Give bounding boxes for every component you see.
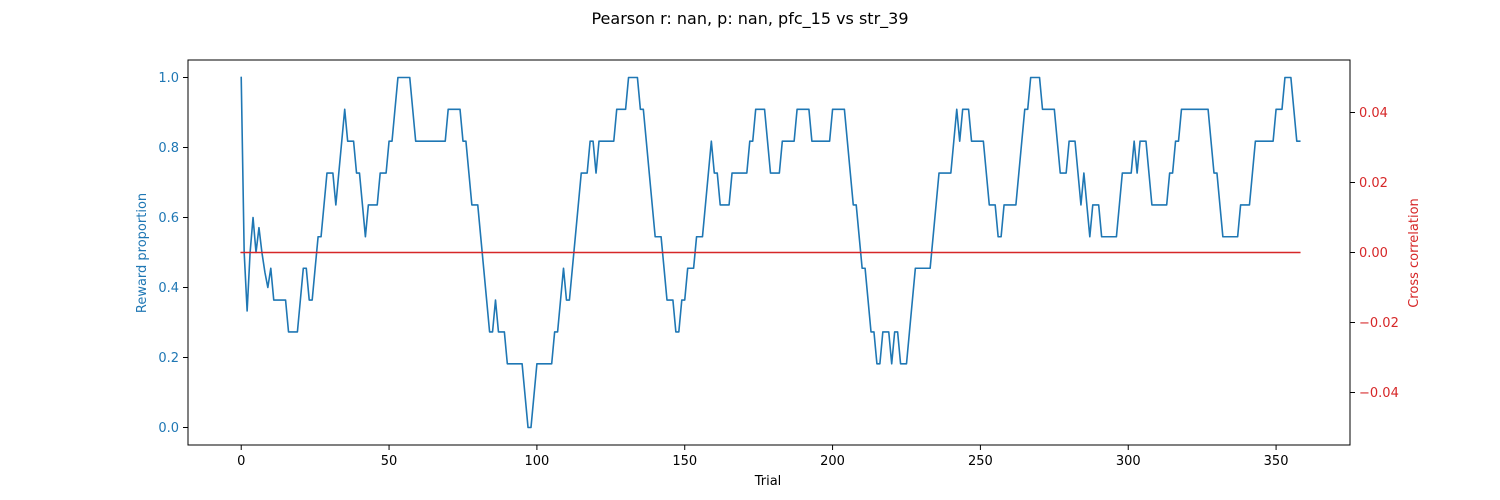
reward-proportion-line [240, 76, 1301, 429]
x-tick-label: 150 [672, 454, 697, 469]
x-tick-label: 100 [524, 454, 549, 469]
left-y-tick-label: 0.6 [158, 211, 179, 226]
chart-title: Pearson r: nan, p: nan, pfc_15 vs str_39 [591, 9, 908, 29]
right-y-tick-label: 0.02 [1359, 176, 1388, 191]
x-tick-label: 200 [820, 454, 845, 469]
left-y-axis-title: Reward proportion [135, 193, 150, 313]
x-tick-label: 300 [1116, 454, 1141, 469]
left-y-tick-label: 0.8 [158, 141, 179, 156]
x-tick-label: 0 [237, 454, 245, 469]
right-y-axis-ticks: −0.04 −0.02 0.00 0.02 0.04 [1350, 106, 1399, 401]
series-layer [240, 76, 1301, 429]
right-y-tick-label: 0.04 [1359, 106, 1388, 121]
right-y-tick-label: 0.00 [1359, 246, 1388, 261]
left-y-tick-label: 0.2 [158, 351, 179, 366]
right-y-axis-title: Cross correlation [1407, 198, 1422, 308]
x-axis-title: Trial [754, 474, 782, 489]
x-axis-ticks: 0 50 100 150 200 250 300 350 [237, 445, 1288, 469]
x-tick-label: 50 [381, 454, 398, 469]
left-y-tick-label: 0.4 [158, 281, 179, 296]
x-tick-label: 250 [968, 454, 993, 469]
left-y-axis-ticks: 0.0 0.2 0.4 0.6 0.8 1.0 [158, 71, 188, 436]
x-tick-label: 350 [1264, 454, 1289, 469]
right-y-tick-label: −0.02 [1359, 316, 1399, 331]
right-y-tick-label: −0.04 [1359, 386, 1399, 401]
left-y-tick-label: 0.0 [158, 421, 179, 436]
left-y-tick-label: 1.0 [158, 71, 179, 86]
